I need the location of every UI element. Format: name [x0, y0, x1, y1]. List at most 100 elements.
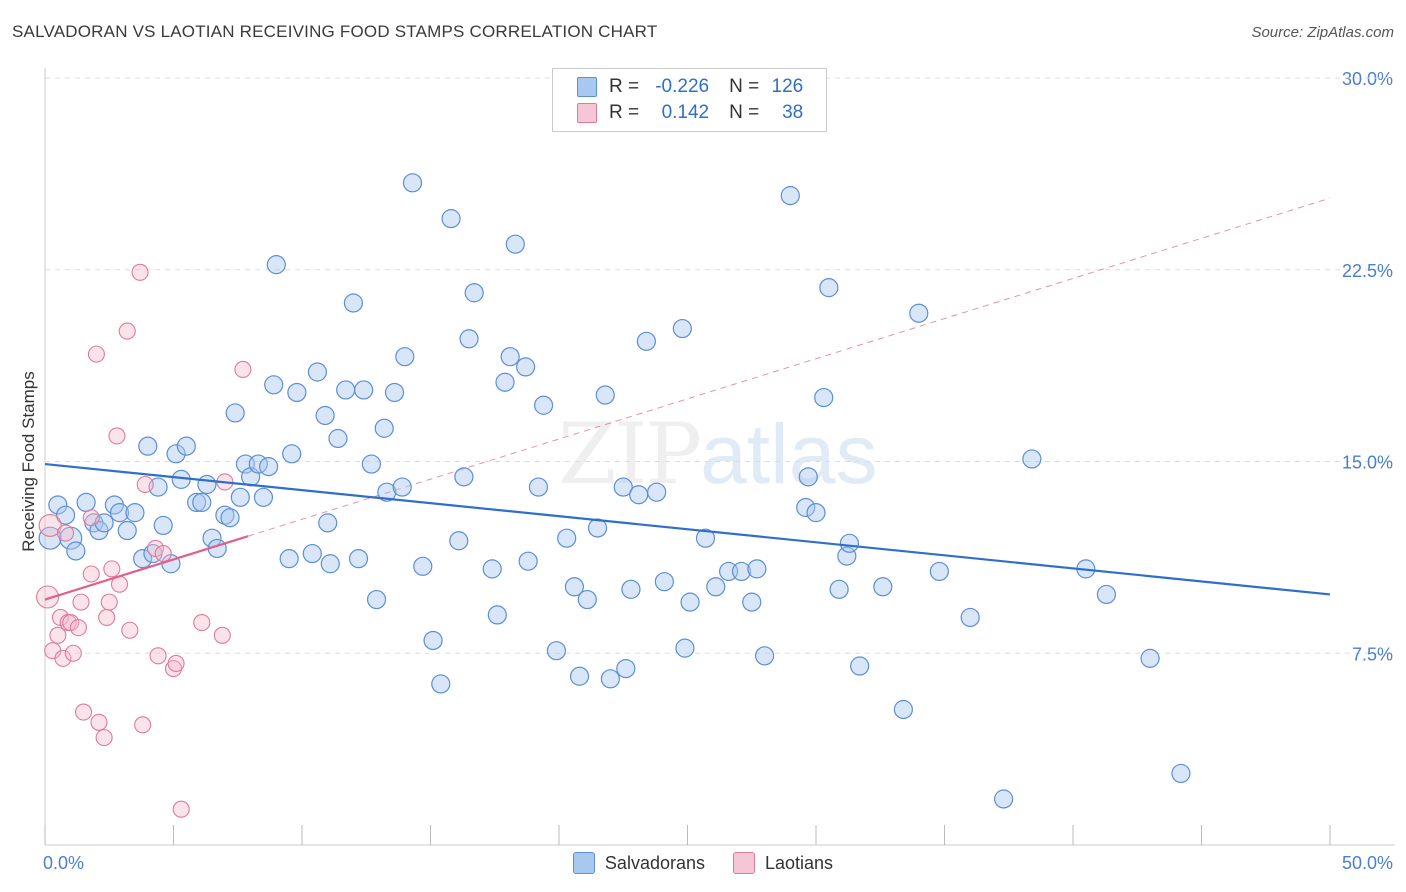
laotians-point: [38, 513, 62, 537]
laotians-point: [108, 427, 126, 445]
salvadorans-point: [754, 646, 775, 666]
laotians-point: [82, 565, 100, 583]
source-label: Source: ZipAtlas.com: [1251, 24, 1394, 41]
laotians-point: [172, 800, 190, 818]
salvadorans-point: [647, 482, 667, 502]
salvadorans-point: [1022, 449, 1042, 469]
salvadorans-point: [454, 467, 474, 487]
salvadorans-point: [1096, 584, 1117, 605]
salvadorans-point: [569, 666, 590, 686]
legend-item-salvadorans: Salvadorans: [572, 852, 705, 874]
laotians-point: [69, 619, 87, 637]
salvadorans-point: [505, 234, 525, 254]
salvadorans-point: [307, 362, 328, 382]
laotians-point: [121, 621, 139, 639]
salvadorans-point: [449, 531, 469, 551]
salvadorans-point: [464, 283, 484, 303]
salvadorans-point: [230, 487, 250, 507]
salvadorans-point: [287, 382, 307, 403]
laotians-point: [234, 360, 252, 379]
salvadorans-point: [66, 541, 86, 561]
laotians-point: [36, 585, 60, 609]
laotians-point: [49, 626, 67, 644]
salvadorans-point: [798, 467, 818, 487]
salvadorans-point: [354, 380, 374, 400]
salvadorans-point: [806, 503, 826, 523]
laotians-legend-swatch: [733, 852, 755, 874]
salvadorans-point: [731, 561, 752, 582]
salvadorans-point: [192, 492, 212, 513]
salvadorans-point: [187, 492, 207, 513]
salvadorans-point: [482, 559, 502, 579]
salvadorans-point: [215, 505, 235, 525]
salvadorans-point: [423, 630, 443, 651]
salvadorans-point: [557, 528, 577, 548]
salvadorans-point: [706, 577, 726, 597]
x-tick-label: 50.0%: [1342, 853, 1393, 873]
salvadorans-point: [348, 549, 369, 569]
salvadorans-point: [587, 518, 608, 538]
y-tick-label: 22.5%: [1342, 261, 1393, 281]
salvadorans-point: [318, 513, 338, 533]
stats-legend: R = -0.226 N = 126 R = 0.142 N = 38: [552, 68, 827, 132]
salvadorans-point: [546, 641, 567, 661]
salvadorans-point: [616, 658, 636, 679]
laotians-point: [134, 716, 152, 734]
salvadorans-point: [328, 428, 348, 449]
laotians-point: [98, 608, 116, 627]
salvadorans-point: [343, 293, 363, 313]
salvadorans-legend-swatch: [572, 852, 595, 874]
laotians-point: [72, 593, 90, 611]
salvadorans-point: [695, 528, 716, 548]
y-axis-label: Receiving Food Stamps: [19, 371, 38, 551]
salvadorans-point: [220, 508, 240, 528]
laotians-trend-solid: [44, 535, 249, 601]
salvadorans-point: [176, 436, 196, 456]
x-tick-label: 0.0%: [43, 853, 84, 873]
legend-r-label: R =: [609, 102, 640, 123]
laotians-point: [100, 593, 118, 611]
salvadorans-point: [819, 278, 839, 298]
salvadorans-point: [629, 485, 649, 505]
salvadorans-point: [225, 403, 245, 423]
y-tick-label: 30.0%: [1342, 69, 1393, 89]
legend-r-label: R =: [609, 76, 640, 97]
series-legend: Salvadorans Laotians: [0, 852, 1406, 874]
salvadorans-point: [315, 405, 335, 426]
salvadorans-point: [600, 669, 621, 689]
watermark-atlas: atlas: [700, 407, 878, 501]
salvadorans-point: [680, 592, 700, 612]
salvadorans-point: [929, 561, 949, 582]
salvadorans-point: [528, 477, 549, 497]
laotians-point: [154, 544, 172, 563]
legend-item-laotians: Laotians: [733, 852, 833, 874]
salvadorans-point: [459, 329, 479, 349]
salvadorans-point: [153, 515, 173, 536]
laotians-r-value: 0.142: [661, 102, 710, 123]
salvadorans-point: [994, 789, 1014, 809]
salvadorans-point: [76, 492, 96, 513]
salvadorans-point: [441, 209, 461, 229]
salvadorans-point: [1171, 763, 1191, 784]
salvadorans-point: [533, 395, 554, 415]
salvadorans-point: [814, 387, 834, 408]
salvadorans-point: [402, 173, 423, 193]
salvadorans-point: [336, 380, 356, 400]
salvadorans-legend-label: Salvadorans: [604, 852, 705, 873]
salvadorans-point: [675, 638, 695, 658]
salvadorans-point: [138, 436, 158, 456]
salvadorans-point: [839, 533, 860, 553]
salvadorans-point: [48, 495, 68, 515]
laotians-point: [57, 524, 75, 542]
salvadorans-r-value: -0.226: [655, 76, 710, 97]
salvadorans-point: [266, 255, 286, 275]
salvadorans-point: [487, 605, 507, 625]
watermark-zip: ZIP: [558, 405, 702, 503]
salvadorans-point: [1140, 648, 1160, 668]
laotians-point: [103, 560, 121, 578]
salvadorans-point: [500, 347, 520, 367]
laotians-swatch: [577, 103, 597, 123]
salvadorans-point: [302, 543, 322, 564]
laotians-trend-dashed: [247, 197, 1331, 537]
